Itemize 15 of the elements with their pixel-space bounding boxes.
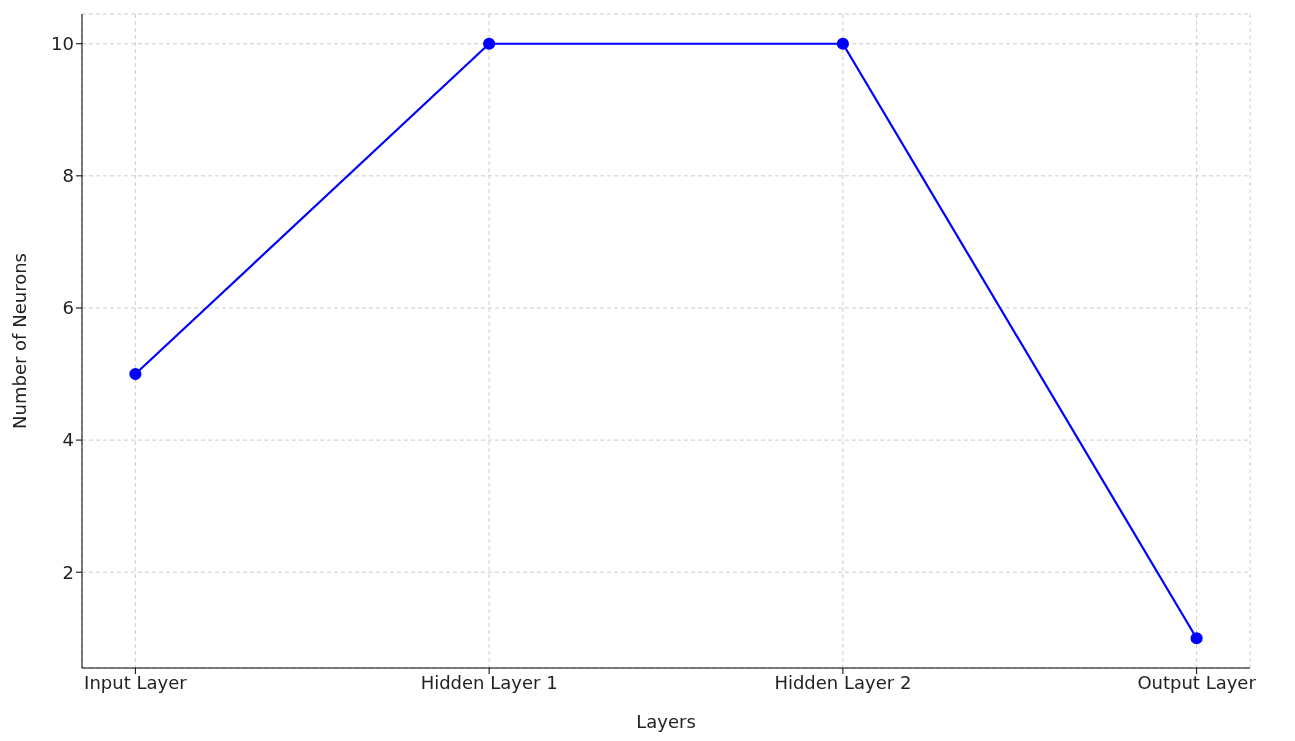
x-tick-label: Hidden Layer 1 <box>420 671 558 693</box>
point <box>836 37 849 50</box>
x-tick-label: Input Layer <box>84 671 188 693</box>
y-axis-title: Number of Neurons <box>9 253 31 429</box>
y-tick-label: 10 <box>51 33 74 55</box>
point <box>483 37 496 50</box>
point <box>129 367 142 381</box>
y-tick-label: 8 <box>62 165 74 187</box>
y-tick-label: 4 <box>62 429 74 451</box>
y-tick-label: 6 <box>62 297 74 319</box>
x-tick-label: Output Layer <box>1137 671 1257 693</box>
point <box>1190 632 1203 645</box>
x-tick-label: Hidden Layer 2 <box>774 671 912 693</box>
x-axis-title: Layers <box>636 711 696 732</box>
y-tick-label: 2 <box>62 561 74 583</box>
